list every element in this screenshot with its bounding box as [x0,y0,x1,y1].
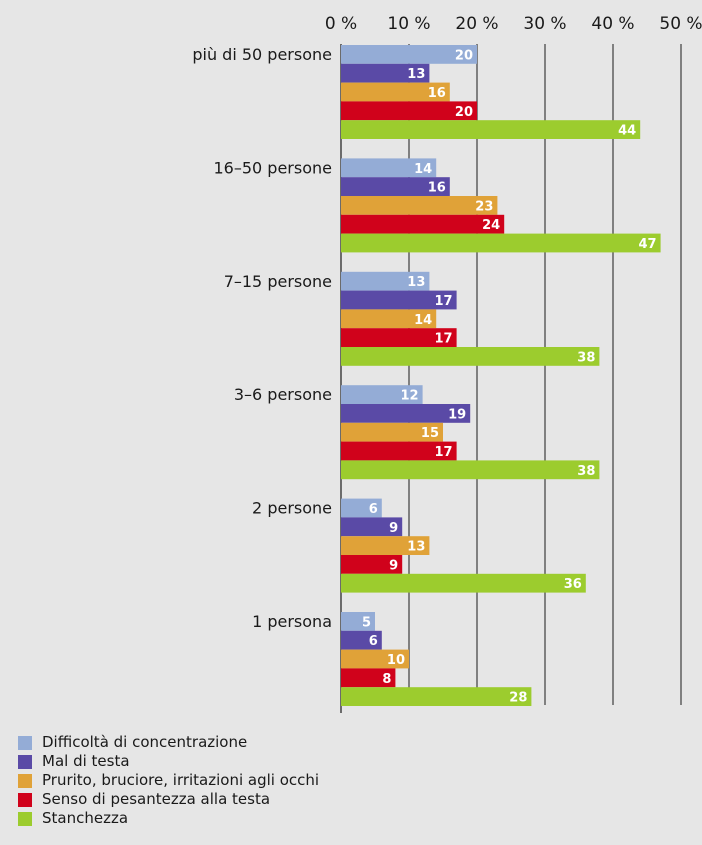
bar [341,404,471,423]
bar [341,555,403,574]
data-label: 38 [577,350,595,365]
bar [341,612,375,631]
data-label: 14 [414,162,432,177]
data-label: 15 [421,426,439,441]
legend-label: Senso di pesantezza alla testa [42,790,271,808]
bar [341,498,382,518]
legend-swatch [18,792,32,807]
bar [341,271,430,291]
data-label: 16 [428,181,446,196]
data-label: 17 [435,445,453,460]
data-label: 9 [389,521,398,536]
bar [341,177,450,196]
data-label: 36 [564,577,582,592]
bar [341,45,477,64]
bar [341,233,661,253]
x-tick-label: 50 % [659,14,702,34]
bar [341,63,430,83]
bar [341,517,403,537]
data-label: 16 [428,86,446,101]
data-label: 44 [618,124,636,139]
data-label: 5 [362,615,371,630]
bar [341,196,498,215]
data-label: 6 [369,634,378,649]
x-tick-label: 40 % [591,14,634,34]
data-label: 28 [509,691,527,706]
bar [341,309,437,329]
data-label: 24 [482,218,500,233]
legend: Difficoltà di concentrazione Mal di testa… [18,733,319,828]
bar [341,649,409,669]
category-label: 7–15 persone [224,272,332,291]
data-label: 20 [455,105,473,120]
bar [341,290,457,310]
legend-item: Senso di pesantezza alla testa [18,790,319,809]
bar [341,347,600,366]
legend-item: Prurito, bruciore, irritazioni agli occh… [18,771,319,790]
bar [341,120,641,139]
data-label: 9 [389,558,398,573]
data-label: 20 [455,48,473,63]
bar [341,385,423,404]
legend-label: Mal di testa [42,752,130,770]
bar [341,214,505,234]
bar [341,101,477,121]
legend-swatch [18,811,32,826]
data-label: 10 [387,653,405,668]
data-label: 8 [382,672,391,687]
category-label: 2 persone [252,499,332,518]
data-label: 14 [414,313,432,328]
bar [341,422,443,442]
x-tick-label: 10 % [387,14,430,34]
legend-label: Stanchezza [42,809,129,827]
bar [341,328,457,347]
legend-item: Difficoltà di concentrazione [18,733,319,752]
data-label: 17 [435,332,453,347]
category-label: 16–50 persone [214,158,333,177]
data-label: 19 [448,407,466,422]
data-label: 12 [401,389,419,404]
data-label: 13 [407,67,425,82]
bar [341,687,532,706]
category-label: 3–6 persone [234,385,332,404]
category-label: 1 persona [252,612,332,631]
data-label: 13 [407,275,425,290]
bar [341,573,586,593]
x-tick-label: 0 % [325,14,357,34]
data-label: 17 [435,294,453,309]
x-tick-label: 20 % [455,14,498,34]
legend-label: Difficoltà di concentrazione [42,733,248,751]
bar [341,460,600,480]
data-label: 23 [475,199,493,214]
bar [341,441,457,461]
data-label: 13 [407,540,425,555]
legend-swatch [18,773,32,788]
chart-svg: 0 % 10 % 20 % 30 % 40 % 50 % più di 50 persone… [192,14,702,713]
legend-item: Mal di testa [18,752,319,771]
legend-label: Prurito, bruciore, irritazioni agli occh… [42,771,320,789]
data-label: 6 [369,502,378,517]
x-tick-label: 30 % [523,14,566,34]
bar [341,668,396,688]
data-label: 38 [577,464,595,479]
category-label: più di 50 persone [192,45,332,64]
bar [341,630,382,650]
bar [341,82,450,102]
bar [341,158,437,178]
data-label: 47 [639,237,657,252]
legend-swatch [18,754,32,769]
legend-swatch [18,735,32,750]
bar [341,536,430,555]
legend-item: Stanchezza [18,809,319,828]
